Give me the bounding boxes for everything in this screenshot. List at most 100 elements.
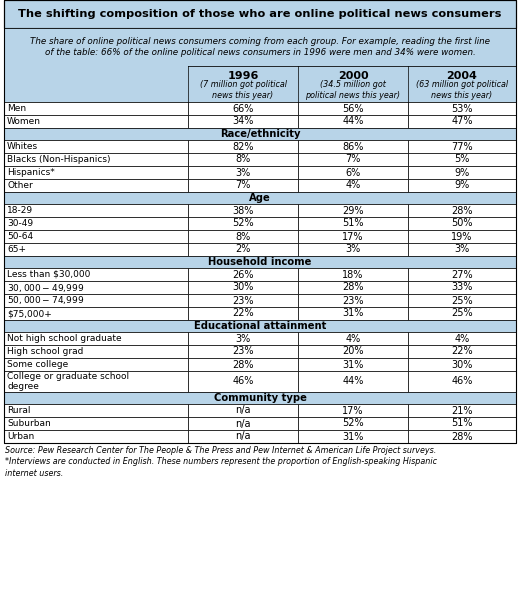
Bar: [188, 230, 298, 243]
Text: 8%: 8%: [236, 231, 251, 242]
Text: 46%: 46%: [232, 377, 254, 387]
Text: $50,000-$74,999: $50,000-$74,999: [7, 295, 84, 306]
Text: 22%: 22%: [232, 308, 254, 318]
Text: 23%: 23%: [232, 346, 254, 356]
Bar: [4, 417, 188, 430]
Text: Other: Other: [7, 181, 33, 190]
Text: 9%: 9%: [454, 180, 470, 190]
Text: Household income: Household income: [209, 257, 311, 267]
Text: (63 million got political
news this year): (63 million got political news this year…: [416, 80, 508, 100]
Bar: [188, 115, 298, 128]
Text: 51%: 51%: [451, 418, 473, 428]
Text: 3%: 3%: [345, 245, 361, 255]
Bar: [408, 404, 516, 417]
Text: The shifting composition of those who are online political news consumers: The shifting composition of those who ar…: [18, 9, 502, 19]
Text: 28%: 28%: [451, 205, 473, 215]
Bar: [408, 102, 516, 115]
Text: Suburban: Suburban: [7, 419, 51, 428]
Text: 44%: 44%: [342, 377, 363, 387]
Text: 4%: 4%: [345, 334, 361, 343]
Text: 4%: 4%: [345, 180, 361, 190]
Text: 52%: 52%: [232, 218, 254, 228]
Text: 31%: 31%: [342, 431, 363, 441]
Bar: [188, 268, 298, 281]
Text: 50%: 50%: [451, 218, 473, 228]
Bar: [408, 268, 516, 281]
Bar: [188, 140, 298, 153]
Bar: [4, 140, 188, 153]
Bar: [298, 332, 408, 345]
Bar: [4, 392, 516, 404]
Bar: [4, 0, 516, 443]
Text: $30,000-$49,999: $30,000-$49,999: [7, 281, 84, 293]
Bar: [298, 430, 408, 443]
Bar: [408, 307, 516, 320]
Bar: [4, 128, 516, 140]
Bar: [188, 217, 298, 230]
Bar: [298, 243, 408, 256]
Bar: [298, 345, 408, 358]
Text: 2%: 2%: [236, 245, 251, 255]
Text: 33%: 33%: [451, 283, 473, 293]
Bar: [408, 166, 516, 179]
Text: Educational attainment: Educational attainment: [194, 321, 326, 331]
Text: 7%: 7%: [236, 180, 251, 190]
Text: 31%: 31%: [342, 359, 363, 369]
Text: (7 million got political
news this year): (7 million got political news this year): [200, 80, 287, 100]
Bar: [408, 140, 516, 153]
Bar: [298, 140, 408, 153]
Text: 2000: 2000: [337, 71, 368, 81]
Text: 31%: 31%: [342, 308, 363, 318]
Bar: [4, 320, 516, 332]
Text: Community type: Community type: [214, 393, 306, 403]
Bar: [188, 371, 298, 392]
Bar: [298, 404, 408, 417]
Bar: [408, 179, 516, 192]
Text: $75,000+: $75,000+: [7, 309, 52, 318]
Bar: [188, 102, 298, 115]
Bar: [4, 28, 516, 66]
Bar: [4, 268, 188, 281]
Bar: [4, 256, 516, 268]
Text: High school grad: High school grad: [7, 347, 83, 356]
Text: 30%: 30%: [451, 359, 473, 369]
Text: 4%: 4%: [454, 334, 470, 343]
Text: 34%: 34%: [232, 117, 254, 127]
Bar: [188, 417, 298, 430]
Bar: [4, 217, 188, 230]
Bar: [408, 371, 516, 392]
Text: (34.5 million got
political news this year): (34.5 million got political news this ye…: [306, 80, 400, 100]
Text: n/a: n/a: [235, 406, 251, 415]
Text: 18%: 18%: [342, 270, 363, 280]
Bar: [408, 243, 516, 256]
Text: 25%: 25%: [451, 296, 473, 305]
Text: n/a: n/a: [235, 431, 251, 441]
Bar: [188, 153, 298, 166]
Text: 9%: 9%: [454, 168, 470, 177]
Text: 65+: 65+: [7, 245, 26, 254]
Text: Rural: Rural: [7, 406, 31, 415]
Bar: [298, 307, 408, 320]
Bar: [408, 153, 516, 166]
Text: 6%: 6%: [345, 168, 361, 177]
Bar: [4, 294, 188, 307]
Bar: [298, 166, 408, 179]
Bar: [188, 294, 298, 307]
Text: 47%: 47%: [451, 117, 473, 127]
Bar: [298, 358, 408, 371]
Bar: [298, 153, 408, 166]
Text: 19%: 19%: [451, 231, 473, 242]
Text: 25%: 25%: [451, 308, 473, 318]
Bar: [298, 371, 408, 392]
Text: 17%: 17%: [342, 406, 364, 415]
Bar: [188, 332, 298, 345]
Text: 3%: 3%: [236, 334, 251, 343]
Text: Hispanics*: Hispanics*: [7, 168, 55, 177]
Text: The share of online political news consumers coming from each group. For example: The share of online political news consu…: [30, 37, 490, 57]
Text: 38%: 38%: [232, 205, 254, 215]
Text: 56%: 56%: [342, 104, 364, 114]
Bar: [4, 243, 188, 256]
Text: Women: Women: [7, 117, 41, 126]
Bar: [298, 217, 408, 230]
Bar: [4, 230, 188, 243]
